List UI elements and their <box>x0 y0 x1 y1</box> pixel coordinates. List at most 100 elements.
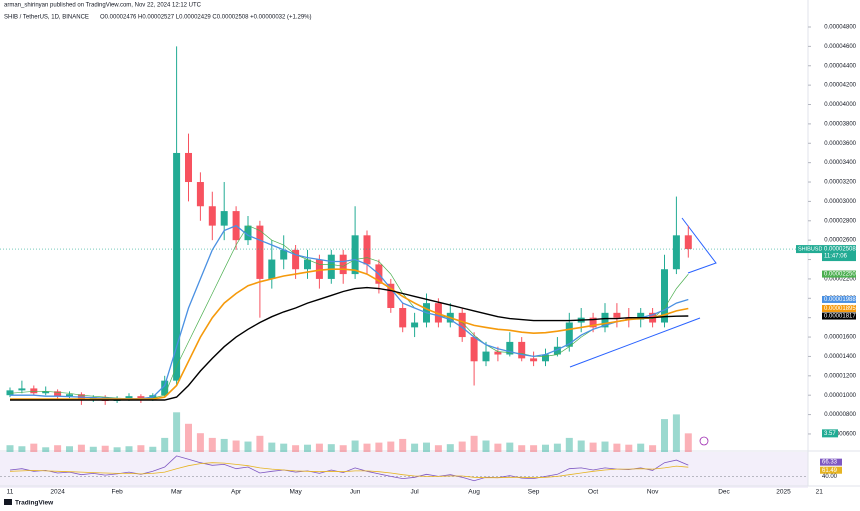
ma-tag: 0.00001817 <box>824 314 856 320</box>
ma-tag-bg <box>822 295 856 303</box>
ma-tag: 0.00002250 <box>824 272 856 278</box>
volume-bar <box>173 412 181 452</box>
candle-body <box>54 391 62 397</box>
candle-body <box>315 259 323 279</box>
volume-bar <box>77 444 85 452</box>
volume-bar <box>494 443 502 452</box>
rsi-line <box>9 462 689 479</box>
volume-bar <box>661 419 668 452</box>
volume-bar <box>66 446 73 452</box>
y-tick-label: 0.00001600 <box>824 335 856 341</box>
ma-tag-bg <box>822 270 856 278</box>
candle-body <box>589 317 597 328</box>
volume-bar <box>113 447 121 452</box>
candle-body <box>185 152 192 183</box>
volume-bar <box>625 444 633 452</box>
candle-body <box>66 394 73 397</box>
y-tick-label: 0.00002200 <box>824 277 856 283</box>
candle-body <box>292 249 300 270</box>
candle-body <box>387 283 395 308</box>
volume-bar <box>304 444 311 452</box>
volume-bar <box>280 443 288 452</box>
y-tick-label: 0.00003200 <box>824 180 856 186</box>
volume-bar <box>684 433 692 452</box>
rsi-tag-bg <box>820 466 842 474</box>
candle-body <box>458 312 466 338</box>
candle-body <box>173 152 181 381</box>
volume-bar <box>232 440 240 452</box>
candle-body <box>6 390 14 396</box>
volume-bar <box>482 440 490 452</box>
x-tick-label: Sep <box>528 489 540 496</box>
volume-bar <box>54 445 62 452</box>
candle-body <box>613 312 621 318</box>
candle-body <box>256 225 264 279</box>
x-tick-label: 11 <box>7 489 14 496</box>
y-tick-label: 0.00000600 <box>824 432 856 438</box>
volume-bar <box>375 442 383 452</box>
ma-tag-bg <box>822 312 856 320</box>
price-tag-bg <box>822 245 856 262</box>
candle-body <box>196 182 204 207</box>
ma-tag-bg <box>822 304 856 312</box>
volume-bar <box>101 445 109 452</box>
ohlc-readout: O0.00002476 H0.00002527 L0.00002429 C0.0… <box>100 15 312 21</box>
volume-bar <box>565 437 573 452</box>
volume-bar <box>185 423 192 452</box>
x-tick-label: Jun <box>350 489 361 496</box>
candle-body <box>220 211 228 226</box>
volume-bar <box>6 445 14 452</box>
candle-body <box>518 341 526 359</box>
candle-body <box>530 358 538 362</box>
candle-body <box>542 354 549 362</box>
x-tick-label: Apr <box>231 489 242 496</box>
trend-line <box>569 317 701 368</box>
x-tick-label: May <box>289 489 302 496</box>
volume-bar <box>601 441 609 452</box>
publish-note: arman_shirinyan published on TradingView… <box>4 3 202 9</box>
volume-bar <box>149 446 157 452</box>
volume-bar <box>208 437 216 452</box>
symbol-title: SHIB / TetherUS, 1D, BINANCE <box>4 15 89 21</box>
x-tick-label: Aug <box>468 489 480 496</box>
moving-average <box>10 268 689 400</box>
volume-bar <box>399 438 407 452</box>
candle-body <box>411 322 419 328</box>
candle-body <box>482 351 490 362</box>
candle-body <box>553 346 561 355</box>
volume-bar <box>244 441 252 452</box>
brand-logo: TradingView <box>4 499 54 507</box>
x-tick-label: Mar <box>171 489 183 496</box>
y-tick-label: 0.00001400 <box>824 354 856 360</box>
y-tick-label: 0.00004200 <box>824 83 856 89</box>
volume-bar <box>613 443 621 452</box>
ma-tag: 0.00001988 <box>824 297 856 303</box>
triangle-drawing <box>681 217 717 274</box>
y-tick-label: 0.00001200 <box>824 373 856 379</box>
y-tick-label: 0.00001000 <box>824 393 856 399</box>
candle-body <box>304 259 311 270</box>
volume-bar <box>351 440 359 452</box>
candle-body <box>672 235 680 270</box>
volume-bar <box>649 445 657 452</box>
y-tick-label: 0.00004400 <box>824 63 856 69</box>
volume-bar <box>256 435 264 452</box>
volume-bar <box>446 444 454 452</box>
volume-bar <box>18 446 26 452</box>
y-tick-label: 0.00002600 <box>824 238 856 244</box>
y-tick-label: 0.00004000 <box>824 102 856 108</box>
candle-body <box>399 307 407 328</box>
y-tick-label: 0.00000800 <box>824 412 856 418</box>
rsi-tag-bg <box>820 458 842 466</box>
y-tick-label: 0.00004600 <box>824 44 856 50</box>
volume-bar <box>125 446 133 452</box>
volume-bar <box>363 443 371 452</box>
volume-bar <box>542 444 549 452</box>
volume-bar <box>577 440 585 452</box>
volume-bar <box>553 443 561 452</box>
volume-bar <box>411 443 419 452</box>
candle-body <box>494 351 502 355</box>
candle-body <box>661 269 668 323</box>
